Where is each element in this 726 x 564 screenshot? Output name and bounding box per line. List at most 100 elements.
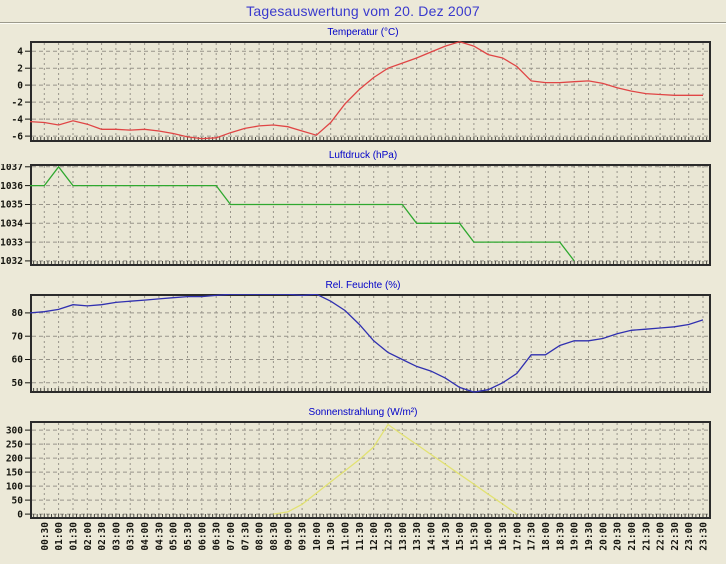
plot-frame [30,294,711,393]
x-tick-label: 15:30 [469,522,480,551]
humidity-chart: 80 70 60 50 [0,294,726,393]
x-tick-label: 12:30 [384,522,395,551]
temperature-chart: 4 2 0 -2 -4 -6 [0,41,726,142]
x-axis-labels-svg: 00:30 01:00 01:30 02:00 02:30 03:00 03:30 04:00… [40,522,710,551]
y-tick-label: 150 [6,467,23,478]
chart-title-temperature: Temperatur (°C) [327,27,399,38]
x-tick-label: 07:00 [226,522,237,551]
page-title: Tagesauswertung vom 20. Dez 2007 [246,3,480,19]
y-tick-label: -2 [12,97,23,108]
y-tick-label: 50 [12,495,24,506]
y-tick-label: 300 [6,425,23,436]
y-tick-label: 70 [12,331,24,342]
x-tick-label: 18:30 [555,522,566,551]
y-tick-label: 250 [6,439,23,450]
page-header: Tagesauswertung vom 20. Dez 2007 [0,0,726,22]
y-tick-label: 1032 [0,256,23,266]
x-tick-label: 09:00 [283,522,294,551]
x-tick-label: 00:30 [40,522,51,551]
x-tick-label: 14:30 [441,522,452,551]
x-tick-label: 23:30 [699,522,710,551]
y-tick-label: 1034 [0,219,23,230]
y-tick-label: 100 [6,481,23,492]
chart-title-radiation: Sonnenstrahlung (W/m²) [308,407,418,418]
x-tick-label: 13:30 [412,522,423,551]
vertical-gridlines [43,423,704,517]
y-tick-label: 0 [17,509,23,519]
x-tick-label: 08:00 [255,522,266,551]
chart-title-pressure: Luftdruck (hPa) [328,150,398,161]
y-axis-labels: 80 70 60 50 [12,308,30,389]
x-tick-label: 19:00 [570,522,581,551]
x-tick-label: 02:00 [83,522,94,551]
y-tick-label: 200 [6,453,23,464]
pressure-series-line [30,165,575,262]
x-tick-label: 17:30 [527,522,538,551]
x-tick-label: 16:30 [498,522,509,551]
minor-ticks [33,137,708,140]
y-tick-label: 4 [17,46,23,57]
x-tick-label: 03:00 [111,522,122,551]
temperature-series-line [29,41,703,140]
radiation-plot-svg: 300 250 200 150 100 50 0 [6,421,711,519]
y-tick-label: 0 [17,80,23,91]
y-tick-label: 1036 [0,181,23,192]
x-tick-label: 16:00 [484,522,495,551]
plot-frame [30,41,711,142]
x-tick-label: 11:30 [355,522,366,551]
x-tick-label: 06:00 [197,522,208,551]
radiation-chart: 300 250 200 150 100 50 0 [0,421,726,519]
humidity-plot-svg: 80 70 60 50 [12,294,711,393]
x-tick-label: 18:00 [541,522,552,551]
humidity-series-line [29,294,704,393]
vertical-gridlines [43,43,704,140]
x-tick-label: 08:30 [269,522,280,551]
x-tick-label: 03:30 [126,522,137,551]
x-tick-label: 04:30 [154,522,165,551]
x-tick-label: 15:00 [455,522,466,551]
plot-frame [30,164,711,266]
x-tick-label: 22:30 [670,522,681,551]
plot-frame [30,421,711,519]
pressure-plot-svg: 1037 1036 1035 1034 1033 1032 [0,164,711,266]
x-tick-label: 23:00 [684,522,695,551]
x-tick-label: 02:30 [97,522,108,551]
x-tick-label: 21:00 [627,522,638,551]
x-tick-label: 07:30 [240,522,251,551]
y-axis-labels: 1037 1036 1035 1034 1033 1032 [0,164,30,266]
minor-ticks [33,514,708,517]
minor-ticks [33,261,708,264]
x-axis-labels: 00:30 01:00 01:30 02:00 02:30 03:00 03:30 04:00… [0,519,726,563]
x-tick-label: 10:00 [312,522,323,551]
y-tick-label: 60 [12,355,24,366]
x-tick-label: 19:30 [584,522,595,551]
x-tick-label: 09:30 [298,522,309,551]
x-tick-label: 20:00 [598,522,609,551]
x-tick-label: 12:00 [369,522,380,551]
y-tick-label: 80 [12,308,24,319]
x-tick-label: 01:00 [54,522,65,551]
temperature-plot-svg: 4 2 0 -2 -4 -6 [12,41,711,142]
x-tick-label: 10:30 [326,522,337,551]
x-tick-label: 05:30 [183,522,194,551]
y-axis-labels: 300 250 200 150 100 50 0 [6,425,30,519]
horizontal-gridlines [32,50,709,137]
x-tick-label: 22:00 [656,522,667,551]
x-tick-label: 04:00 [140,522,151,551]
y-axis-labels: 4 2 0 -2 -4 -6 [12,46,30,142]
x-tick-label: 14:00 [427,522,438,551]
y-tick-label: -4 [12,114,24,125]
header-divider [0,22,726,24]
x-tick-label: 17:00 [512,522,523,551]
y-tick-label: 1033 [0,237,23,248]
pressure-chart: 1037 1036 1035 1034 1033 1032 [0,164,726,266]
radiation-series-line [273,423,518,515]
y-tick-label: -6 [12,131,24,142]
y-tick-label: 2 [17,63,23,74]
minor-ticks [33,388,708,391]
x-tick-label: 05:00 [169,522,180,551]
x-tick-label: 13:00 [398,522,409,551]
y-tick-label: 1035 [0,200,23,211]
x-tick-label: 06:30 [212,522,223,551]
